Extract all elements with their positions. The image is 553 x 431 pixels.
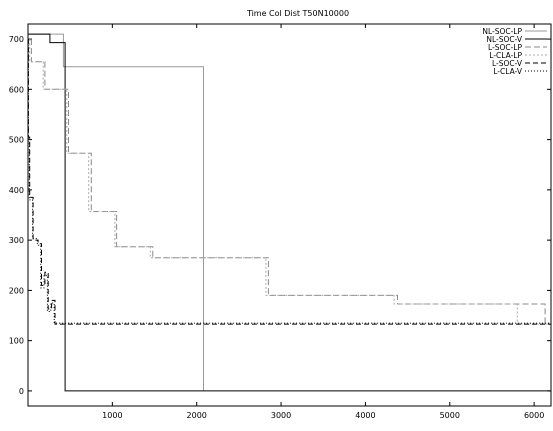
- chart-title: Time Col Dist T50N10000: [246, 9, 349, 18]
- y-tick-label: 300: [9, 236, 24, 245]
- axis-ticks: 1000 2000 3000 4000 5000 6000 0 100 200 300 400 500…: [9, 24, 551, 420]
- legend: NL-SOC-LPNL-SOC-VL-SOC-LPL-CLA-LPL-SOC-V…: [482, 27, 547, 76]
- y-tick-label: 0: [19, 387, 24, 396]
- x-tick-label: 6000: [524, 411, 544, 420]
- series-line-l-soc-v: [27, 39, 551, 325]
- y-tick-label: 500: [9, 136, 24, 145]
- legend-label: NL-SOC-LP: [482, 27, 522, 36]
- series-group: [27, 33, 551, 392]
- legend-label: NL-SOC-V: [486, 35, 523, 44]
- x-tick-label: 1000: [102, 411, 122, 420]
- y-tick-label: 200: [9, 286, 24, 295]
- y-tick-label: 600: [9, 85, 24, 94]
- legend-label: L-CLA-LP: [489, 51, 522, 60]
- series-line-nl-soc-v: [28, 33, 551, 392]
- legend-label: L-SOC-LP: [488, 43, 523, 52]
- y-tick-label: 400: [9, 186, 24, 195]
- y-tick-label: 700: [9, 35, 24, 44]
- series-line-l-cla-lp: [29, 39, 551, 325]
- x-tick-label: 2000: [187, 411, 207, 420]
- plot-area: [27, 23, 552, 407]
- x-tick-label: 5000: [440, 411, 460, 420]
- legend-label: L-CLA-V: [493, 67, 523, 76]
- x-tick-label: 3000: [271, 411, 291, 420]
- x-tick-label: 4000: [355, 411, 375, 420]
- series-line-l-soc-lp: [30, 39, 551, 325]
- legend-label: L-SOC-V: [492, 59, 523, 68]
- series-line-nl-soc-lp: [28, 33, 204, 391]
- series-line-l-cla-v: [27, 39, 551, 324]
- y-tick-label: 100: [9, 337, 24, 346]
